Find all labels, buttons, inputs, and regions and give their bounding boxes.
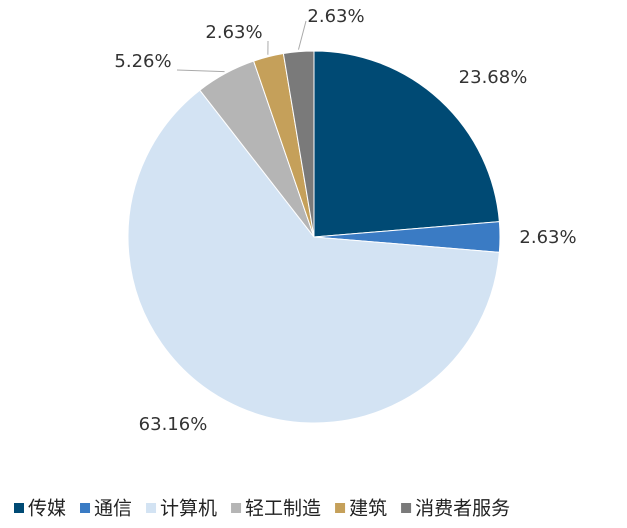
data-label: 5.26% [114,51,171,72]
pie-slice [282,50,315,238]
pie-slice [313,50,500,238]
leader-line [176,69,225,73]
legend-label: 计算机 [160,498,217,520]
data-label: 2.63% [307,6,364,27]
data-label: 23.68% [459,67,528,88]
legend-label: 建筑 [349,498,387,520]
data-label: 63.16% [139,414,208,435]
legend-swatch [80,503,91,513]
legend-label: 轻工制造 [245,498,321,520]
pie-slice [127,89,500,424]
legend-swatch [146,503,157,513]
legend-label: 通信 [94,498,132,520]
data-label: 2.63% [519,227,576,248]
leader-line [297,20,307,50]
legend-label: 传媒 [28,498,66,520]
legend-label: 消费者服务 [415,498,510,520]
legend-swatch [335,503,346,513]
legend-swatch [231,503,242,513]
data-label: 2.63% [205,22,262,43]
legend-swatch [401,503,412,513]
legend-swatch [14,503,24,513]
